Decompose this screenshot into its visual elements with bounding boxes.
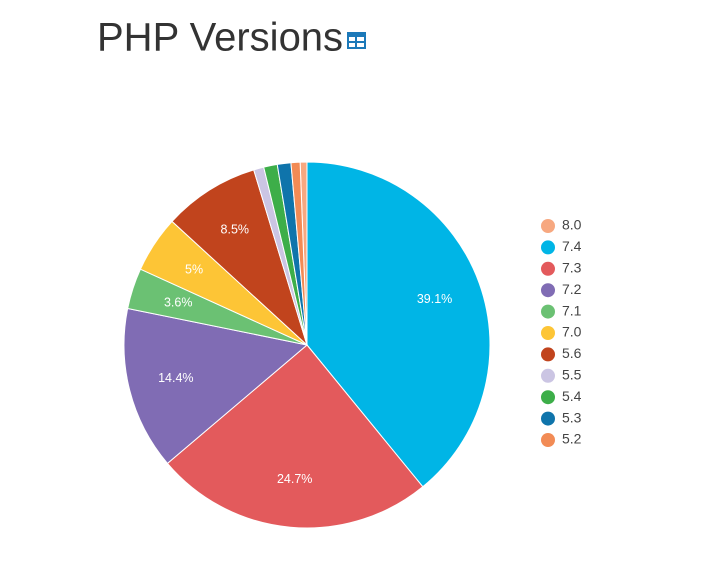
legend-swatch <box>541 347 555 362</box>
legend-swatch <box>541 219 555 233</box>
legend-label: 7.0 <box>562 324 582 340</box>
legend-label: 7.4 <box>562 238 582 254</box>
data-label: 24.7% <box>277 472 312 486</box>
legend-label: 7.2 <box>562 281 582 297</box>
legend-swatch <box>541 240 555 255</box>
legend-label: 7.1 <box>562 302 582 318</box>
pie-slice <box>290 161 308 346</box>
legend-swatch <box>541 326 555 340</box>
legend-label: 5.5 <box>562 367 582 383</box>
legend-swatch <box>541 261 555 276</box>
legend-label: 5.3 <box>562 409 582 425</box>
pie-slice <box>123 307 309 465</box>
pie-slice <box>306 161 491 488</box>
legend-swatch <box>541 283 555 298</box>
table-icon[interactable] <box>347 32 366 49</box>
chart-title: PHP Versions <box>97 16 343 60</box>
legend-label: 7.3 <box>562 260 582 276</box>
legend-swatch <box>541 411 555 426</box>
data-label: 3.6% <box>164 295 193 309</box>
legend-swatch <box>541 390 555 405</box>
legend-swatch <box>541 368 555 383</box>
legend-swatch <box>541 433 555 447</box>
legend-label: 5.4 <box>562 388 582 404</box>
data-label: 39.1% <box>417 292 452 306</box>
pie-slice <box>171 169 309 347</box>
legend-swatch <box>541 304 555 319</box>
pie-slice <box>166 344 424 529</box>
legend-label: 8.0 <box>562 217 582 233</box>
data-label: 14.4% <box>158 371 193 385</box>
data-label: 8.5% <box>221 223 250 237</box>
legend-label: 5.2 <box>562 431 582 447</box>
data-label: 5% <box>185 263 203 277</box>
legend-label: 5.6 <box>562 345 582 361</box>
